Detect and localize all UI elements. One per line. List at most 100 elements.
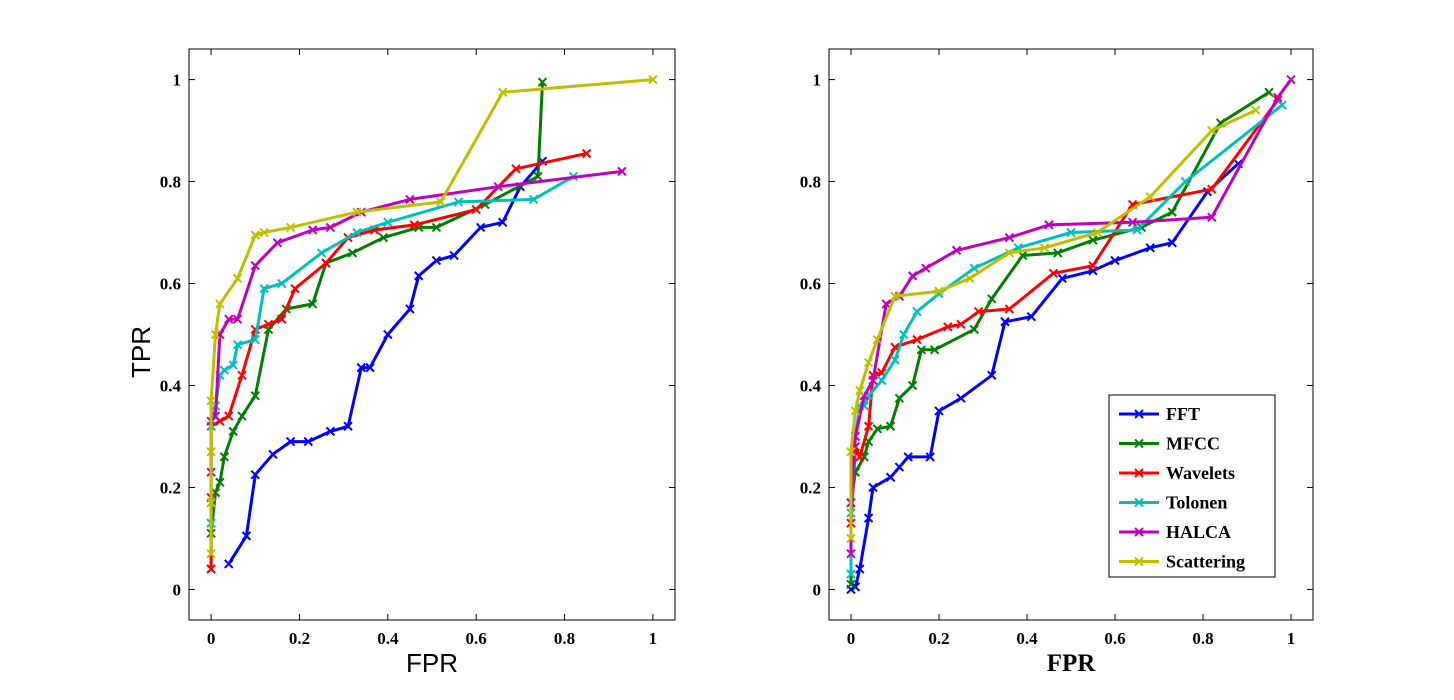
right-point-scattering xyxy=(863,357,874,368)
left-point-mfcc xyxy=(347,248,358,258)
left-x-tick-label: 1 xyxy=(649,629,658,648)
left-point-tolonen xyxy=(277,278,287,289)
left-point-tolonen xyxy=(228,360,238,370)
left-line-halca xyxy=(209,169,623,473)
left-point-fft xyxy=(268,449,278,460)
left-point-tolonen xyxy=(250,334,260,345)
left-point-halca xyxy=(617,166,627,177)
legend-label-mfcc: MFCC xyxy=(1166,434,1220,454)
left-point-mfcc xyxy=(250,390,260,401)
right-y-tick-label: 0.2 xyxy=(800,478,821,497)
right-point-mfcc xyxy=(907,380,918,391)
legend-entry-halca: HALCA xyxy=(1119,522,1231,542)
left-point-wavelets xyxy=(237,370,247,380)
left-y-tick-label: 0.6 xyxy=(160,275,181,294)
right-point-wavelets xyxy=(912,334,922,345)
left-point-fft xyxy=(343,421,353,431)
left-point-halca xyxy=(493,181,503,192)
left-point-scattering xyxy=(259,227,269,238)
right-series-fft xyxy=(846,159,1243,595)
right-x-tick-label: 1 xyxy=(1287,629,1296,648)
legend-marker-halca xyxy=(1134,527,1144,537)
right-point-scattering xyxy=(1004,248,1015,258)
right-y-tick-label: 0 xyxy=(813,580,822,599)
right-point-halca xyxy=(907,271,918,281)
left-point-mfcc xyxy=(378,232,389,243)
legend-label-fft: FFT xyxy=(1166,404,1200,424)
left-series-halca xyxy=(206,166,627,477)
left-point-wavelets xyxy=(224,411,234,421)
legend-label-wavelets: Wavelets xyxy=(1166,463,1235,483)
right-x-tick-label: 0.6 xyxy=(1104,629,1125,648)
right-line-halca xyxy=(849,78,1293,554)
right-point-scattering xyxy=(965,273,975,284)
right-point-scattering xyxy=(1039,243,1050,253)
left-y-tick-label: 0.8 xyxy=(160,173,181,192)
right-point-fft xyxy=(903,452,913,462)
right-point-fft xyxy=(1145,243,1155,253)
legend-entry-mfcc: MFCC xyxy=(1119,434,1220,454)
legend-marker-scattering xyxy=(1134,556,1144,567)
left-point-wavelets xyxy=(206,564,216,574)
left-point-fft xyxy=(475,222,486,233)
right-roc-panel: 0 0.2 0.4 0.6 0.8 1 0 0.2 0.4 0.6 0.8 1 FPR FFT MFCC… xyxy=(800,48,1314,677)
left-series-scattering xyxy=(206,74,658,559)
left-point-scattering xyxy=(206,549,216,559)
left-point-fft xyxy=(383,329,393,340)
left-point-mfcc xyxy=(533,171,543,182)
right-point-wavelets xyxy=(863,421,874,431)
right-point-scattering xyxy=(1145,192,1155,202)
left-point-scattering xyxy=(215,299,225,309)
left-point-fft xyxy=(449,250,459,261)
right-point-scattering xyxy=(850,406,861,416)
right-x-tick-label: 0.8 xyxy=(1192,629,1213,648)
left-point-wavelets xyxy=(409,220,420,230)
right-point-scattering xyxy=(855,385,865,396)
right-point-scattering xyxy=(1207,125,1217,136)
left-y-tick-label: 0.4 xyxy=(160,376,182,395)
right-point-tolonen xyxy=(1277,100,1287,110)
right-series-wavelets xyxy=(846,95,1283,528)
right-point-halca xyxy=(868,375,878,386)
right-point-halca xyxy=(1044,220,1054,230)
legend-marker-wavelets xyxy=(1134,468,1144,478)
left-x-tick-label: 0.8 xyxy=(554,629,575,648)
right-point-mfcc xyxy=(885,421,896,431)
right-point-tolonen xyxy=(912,306,922,317)
left-point-scattering xyxy=(436,197,446,207)
right-point-fft xyxy=(1000,317,1010,327)
right-point-mfcc xyxy=(1088,235,1098,245)
legend-label-halca: HALCA xyxy=(1166,522,1231,542)
left-point-scattering xyxy=(206,498,216,508)
right-point-halca xyxy=(921,263,931,273)
right-point-tolonen xyxy=(1066,227,1076,238)
right-point-mfcc xyxy=(872,424,883,434)
left-point-fft xyxy=(303,436,313,447)
right-point-tolonen xyxy=(969,263,979,273)
right-point-mfcc xyxy=(1053,248,1063,258)
right-point-halca xyxy=(1273,92,1283,103)
right-point-wavelets xyxy=(1048,268,1059,279)
left-point-mfcc xyxy=(537,77,548,87)
right-point-halca xyxy=(1004,232,1015,243)
right-point-fft xyxy=(868,482,878,493)
right-point-fft xyxy=(850,582,861,592)
legend-label-tolonen: Tolonen xyxy=(1166,493,1227,513)
right-point-tolonen xyxy=(890,355,900,365)
left-point-halca xyxy=(224,314,234,324)
left-point-fft xyxy=(365,362,375,373)
right-point-halca xyxy=(1127,217,1138,228)
left-x-tick-label: 0.6 xyxy=(466,629,487,648)
right-point-tolonen xyxy=(1132,225,1142,235)
right-point-fft xyxy=(987,370,997,380)
left-point-scattering xyxy=(232,273,243,284)
right-point-mfcc xyxy=(929,345,940,355)
left-point-halca xyxy=(405,194,415,205)
right-point-scattering xyxy=(846,447,856,457)
right-x-tick-label: 0.2 xyxy=(928,629,949,648)
right-point-fft xyxy=(1110,255,1120,266)
right-plot-frame xyxy=(828,48,1314,621)
right-y-tick-label: 0.8 xyxy=(800,173,821,192)
right-point-fft xyxy=(894,462,905,472)
left-point-wavelets xyxy=(471,204,481,215)
